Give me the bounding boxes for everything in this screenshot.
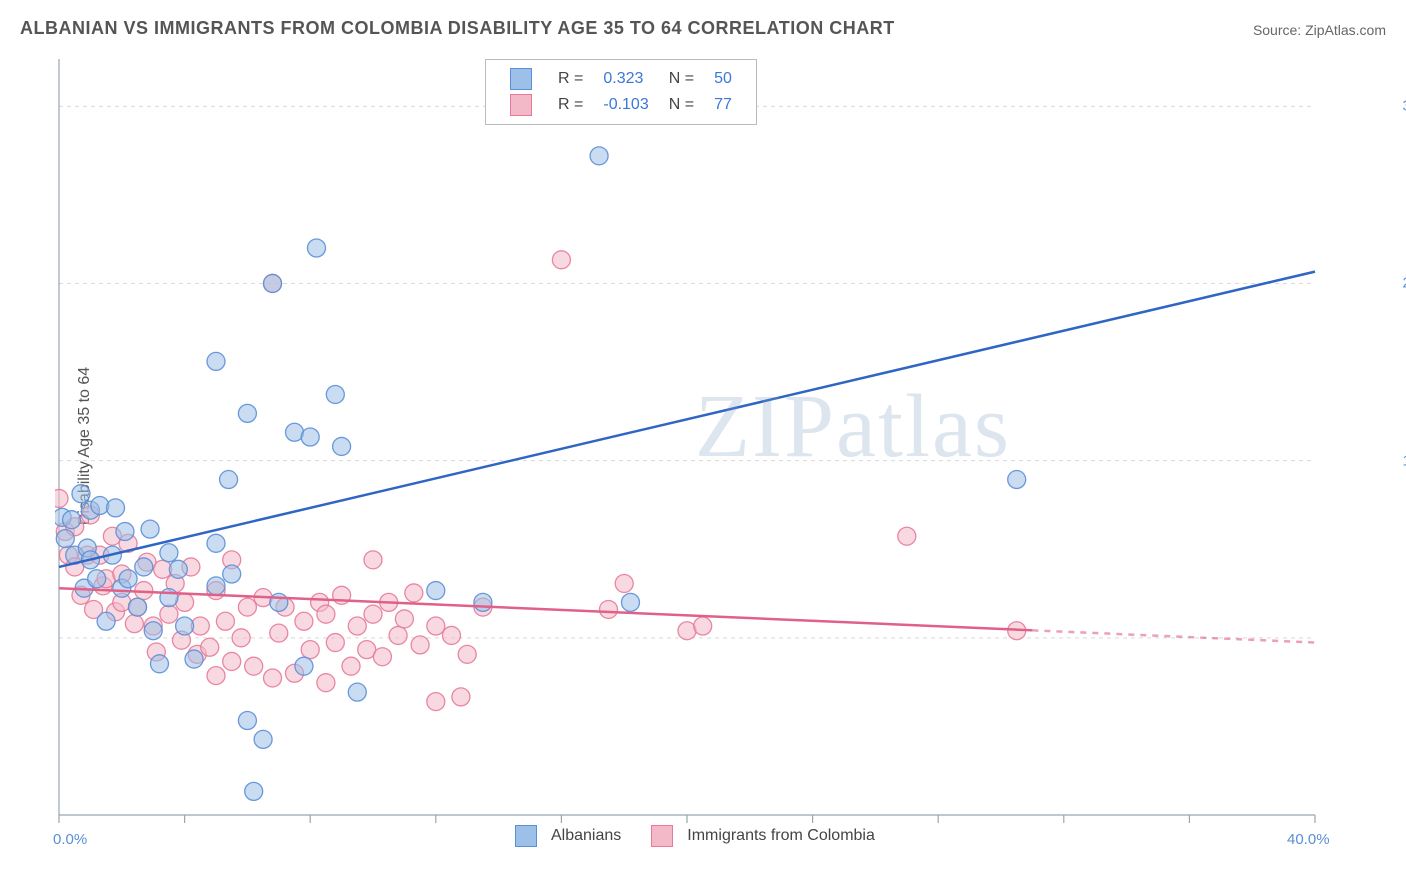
colombia-swatch-icon [651,825,673,847]
source-prefix: Source: [1253,22,1305,38]
y-tick-label: 30.0% [1402,98,1406,115]
y-tick-label: 15.0% [1402,452,1406,469]
colombia-n-value: 77 [704,92,742,118]
source-name: ZipAtlas.com [1305,22,1386,38]
series-legend: Albanians Immigrants from Colombia [515,825,875,847]
albanians-n-value: 50 [704,66,742,92]
chart-title: ALBANIAN VS IMMIGRANTS FROM COLOMBIA DIS… [20,18,895,39]
r-label: R [558,70,570,87]
correlation-legend: R = 0.323 N = 50 R = -0.103 N = 77 [485,59,757,125]
source-attribution: Source: ZipAtlas.com [1253,22,1386,38]
colombia-label: Immigrants from Colombia [687,827,875,845]
albanians-swatch-icon [515,825,537,847]
y-tick-label: 22.5% [1402,275,1406,292]
legend-row-colombia: R = -0.103 N = 77 [500,92,742,118]
legend-item-albanians: Albanians [515,825,621,847]
scatter-chart-svg [55,55,1385,845]
albanians-label: Albanians [551,827,621,845]
x-tick-label-min: 0.0% [53,831,87,848]
colombia-r-value: -0.103 [593,92,658,118]
albanians-swatch [510,68,532,90]
colombia-swatch [510,94,532,116]
legend-row-albanians: R = 0.323 N = 50 [500,66,742,92]
n-label: N [669,70,681,87]
legend-item-colombia: Immigrants from Colombia [651,825,875,847]
albanians-r-value: 0.323 [593,66,658,92]
x-tick-label-max: 40.0% [1287,831,1330,848]
plot-area: ZIPatlas R = 0.323 N = 50 R = -0.103 N =… [55,55,1385,845]
